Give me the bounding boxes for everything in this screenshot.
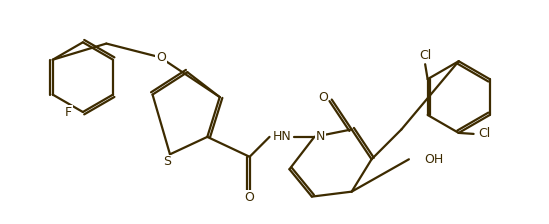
Text: F: F: [65, 106, 72, 118]
Text: O: O: [318, 90, 328, 103]
Text: N: N: [316, 130, 325, 143]
Text: OH: OH: [424, 153, 443, 166]
Text: O: O: [156, 51, 166, 64]
Text: Cl: Cl: [419, 49, 432, 62]
Text: S: S: [164, 155, 171, 168]
Text: Cl: Cl: [478, 127, 491, 140]
Text: O: O: [245, 191, 255, 204]
Text: HN: HN: [273, 130, 292, 143]
